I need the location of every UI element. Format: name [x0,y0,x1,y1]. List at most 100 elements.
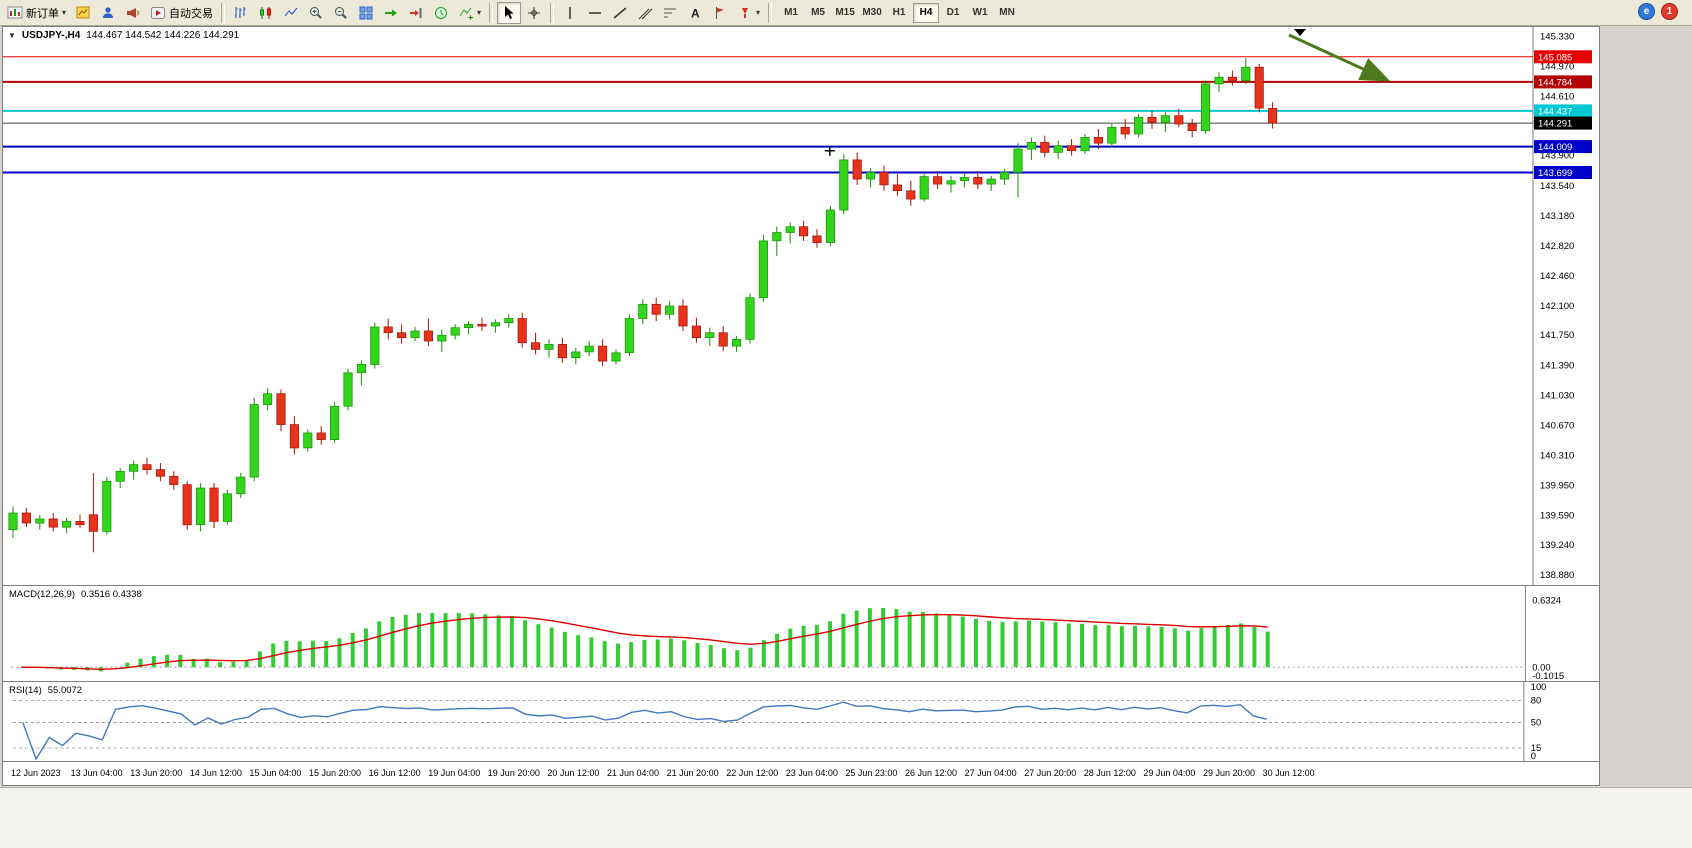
price-chart[interactable]: 145.330144.970144.610144.250143.900143.5… [3,27,1599,585]
time-label: 19 Jun 04:00 [428,768,481,778]
time-marker-icon[interactable] [1294,29,1306,36]
candle [249,404,259,478]
candle [1107,126,1117,144]
candle [383,326,393,334]
candle [758,240,768,299]
chart-dropdown-icon[interactable]: ▼ [8,30,16,40]
price-axis-label: 140.310 [1540,450,1574,461]
time-label: 21 Jun 20:00 [666,768,719,778]
period-clock-button[interactable] [429,2,453,24]
status-area [0,787,1692,848]
vertical-line-tool-button[interactable] [558,2,582,24]
timeframe-button-m15[interactable]: M15 [832,3,858,23]
text-tool-button[interactable]: A [683,2,707,24]
candle [919,176,929,200]
channel-icon [638,8,653,19]
cross-marker[interactable] [824,145,835,156]
price-axis-label: 144.610 [1540,91,1574,102]
chart-background [3,27,1599,585]
timeframe-button-d1[interactable]: D1 [940,3,966,23]
candle [397,332,407,339]
time-label: 27 Jun 20:00 [1024,768,1077,778]
candle [289,424,299,449]
time-axis: 12 Jun 2023 13 Jun 04:00 13 Jun 20:00 14 Ju… [3,761,1599,785]
alerts-button[interactable] [121,2,145,24]
candle [1160,115,1170,123]
timeframe-button-w1[interactable]: W1 [967,3,993,23]
indicators-button[interactable]: ▾ [454,2,485,24]
candle [222,493,232,522]
candle [115,470,125,482]
toolbar-separator [768,2,773,23]
label-tool-button[interactable] [708,2,732,24]
candle [598,345,608,362]
chart-shift-icon [410,7,422,18]
zoom-in-button[interactable] [304,2,328,24]
timeframe-button-mn[interactable]: MN [994,3,1020,23]
new-order-button[interactable]: 新订单 ▾ [3,2,70,24]
timeframe-button-m1[interactable]: M1 [778,3,804,23]
candle [973,177,983,185]
fibonacci-tool-button[interactable] [658,2,682,24]
timeframe-button-m5[interactable]: M5 [805,3,831,23]
notification-badge[interactable]: 1 [1661,3,1678,20]
candle [1214,76,1224,85]
trendline-tool-button[interactable] [608,2,632,24]
zoom-out-button[interactable] [329,2,353,24]
candle [504,318,514,324]
chart-ohlc-header: ▼ USDJPY-,H4 144.467 144.542 144.226 144… [8,30,239,41]
text-tool-icon: A [691,6,700,20]
price-axis-label: 145.330 [1540,31,1574,42]
price-axis-label: 144.970 [1540,61,1574,72]
macd-axis-label: -0.1015 [1532,670,1564,681]
crosshair-tool-button[interactable] [522,2,546,24]
autotrading-button[interactable]: 自动交易 [146,2,217,24]
candle [88,514,98,532]
svg-text:144.009: 144.009 [1538,142,1572,153]
chart-shift-button[interactable] [404,2,428,24]
candle [490,322,500,327]
rsi-panel[interactable]: 100 80 50 150 [3,681,1599,761]
tile-windows-button[interactable] [354,2,378,24]
vertical-line-icon [569,6,571,19]
candle [571,351,581,359]
timeframe-button-h4[interactable]: H4 [913,2,940,23]
candle [464,324,474,329]
horizontal-line-tool-button[interactable] [583,2,607,24]
candle [852,159,862,180]
cursor-tool-button[interactable] [497,1,522,24]
price-axis-label: 143.540 [1540,181,1574,192]
profiles-button[interactable] [96,2,120,24]
community-icon[interactable]: e [1638,3,1655,20]
toolbar-separator [221,2,226,23]
candle [1026,142,1036,150]
new-chart-icon [76,6,90,18]
time-label: 28 Jun 12:00 [1083,768,1136,778]
price-axis-label: 141.030 [1540,390,1574,401]
channel-tool-button[interactable] [633,2,657,24]
indicators-icon [459,7,474,20]
arrows-tool-button[interactable]: ▾ [733,2,764,24]
trend-arrow[interactable] [1288,33,1391,82]
candle [705,332,715,339]
line-chart-button[interactable] [279,2,303,24]
main-toolbar: 新订单 ▾ 自动交易 [0,0,1692,26]
price-tag: 145.085 [1534,50,1592,64]
timeframe-button-h1[interactable]: H1 [886,3,912,23]
bar-chart-button[interactable] [229,2,253,24]
price-axis-label: 142.820 [1540,241,1574,252]
autotrading-label: 自动交易 [169,7,214,20]
candle [906,190,916,200]
macd-panel[interactable]: 0.6324 0.00-0.1015 [3,585,1599,681]
rsi-axis-label: 100 [1531,682,1547,692]
new-chart-button[interactable] [71,2,95,24]
price-axis-label: 142.460 [1540,271,1574,282]
candlestick-chart-button[interactable] [254,2,278,24]
auto-scroll-button[interactable] [379,2,403,24]
price-axis-label: 140.670 [1540,420,1574,431]
time-label: 15 Jun 20:00 [309,768,362,778]
candle [879,172,889,186]
timeframe-button-m30[interactable]: M30 [859,3,885,23]
time-label: 16 Jun 12:00 [368,768,421,778]
price-axis-label: 141.390 [1540,360,1574,371]
